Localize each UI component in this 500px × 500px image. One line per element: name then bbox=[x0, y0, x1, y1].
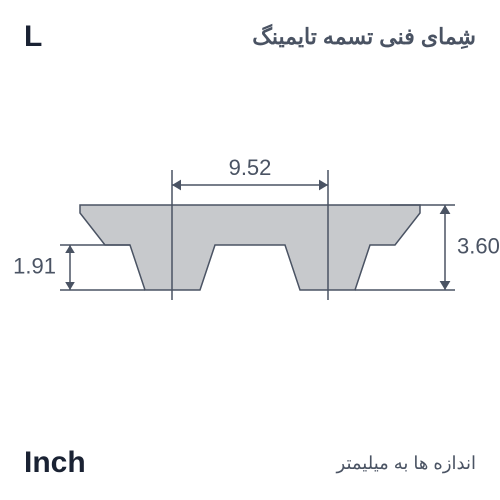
footnote-fa: اندازه ها به میلیمتر bbox=[337, 453, 476, 474]
profile-diagram: 9.52 3.60 1.91 bbox=[0, 140, 500, 340]
header-row: L شِمای فنی تسمه تایمینگ bbox=[0, 20, 500, 54]
unit-label: Inch bbox=[24, 446, 86, 480]
belt-profile-shape bbox=[80, 205, 420, 290]
footer-row: Inch اندازه ها به میلیمتر bbox=[0, 446, 500, 480]
title-fa: شِمای فنی تسمه تایمینگ bbox=[252, 24, 476, 50]
pitch-value: 9.52 bbox=[229, 155, 272, 180]
diagram-container: 9.52 3.60 1.91 bbox=[0, 140, 500, 340]
total-height-value: 3.60 bbox=[457, 234, 500, 259]
tooth-height-value: 1.91 bbox=[13, 254, 56, 279]
profile-letter: L bbox=[24, 20, 42, 54]
